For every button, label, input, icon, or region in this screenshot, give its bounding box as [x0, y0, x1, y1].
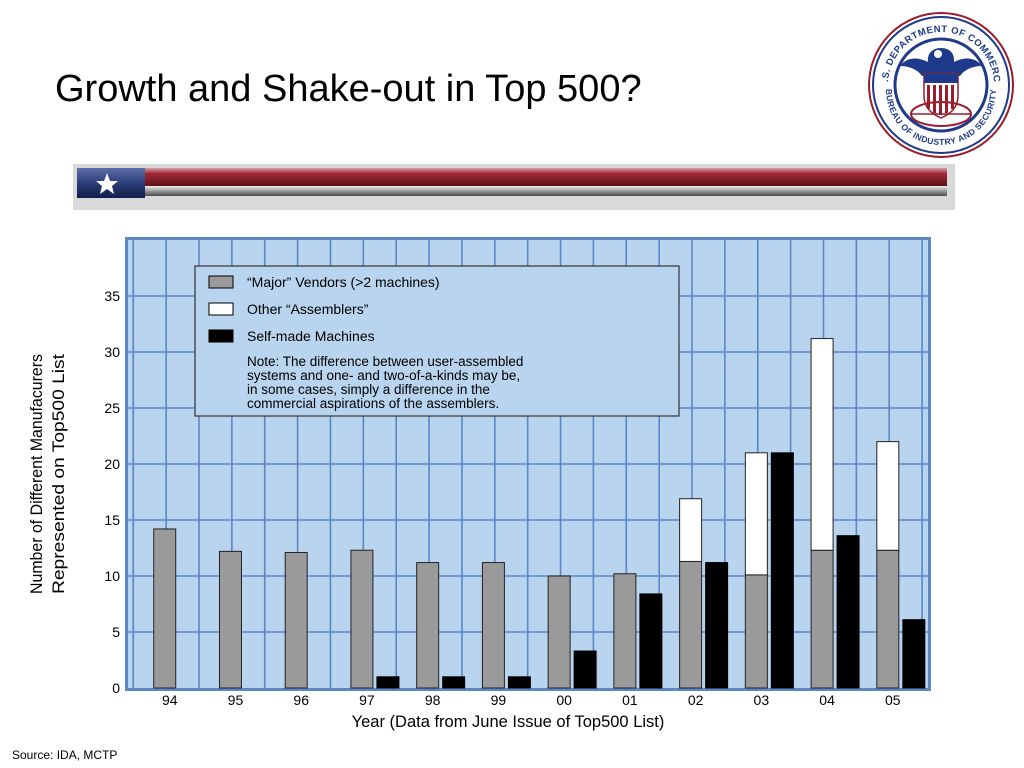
x-tick-label: 00 [556, 692, 572, 708]
bar-other-assemblers [876, 441, 900, 551]
bar-major-vendors [153, 528, 177, 689]
bar-self-made [376, 676, 400, 689]
y-tick-label: 25 [104, 400, 120, 416]
bar-major-vendors [547, 575, 571, 689]
globe-icon [910, 101, 972, 127]
page-title: Growth and Shake-out in Top 500? [55, 68, 642, 110]
bar-major-vendors [284, 551, 308, 689]
legend-note-line: Note: The difference between user-assemb… [247, 354, 523, 369]
legend-box [194, 265, 680, 417]
legend-label: “Major” Vendors (>2 machines) [247, 274, 440, 290]
legend-note-line: systems and one- and two-of-a-kinds may … [247, 368, 520, 383]
bar-major-vendors [810, 549, 834, 689]
bar-self-made [902, 619, 926, 689]
star-icon [96, 173, 118, 194]
bar-major-vendors [350, 549, 374, 689]
legend-note-line: commercial aspirations of the assemblers… [247, 396, 499, 411]
legend-note-line: in some cases, simply a difference in th… [247, 382, 490, 397]
x-tick-label: 01 [622, 692, 638, 708]
x-tick-label: 03 [754, 692, 770, 708]
legend-label: Other “Assemblers” [247, 301, 369, 317]
legend-label: Self-made Machines [247, 328, 375, 344]
bar-other-assemblers [679, 498, 703, 562]
x-tick-label: 96 [293, 692, 309, 708]
y-axis-title-line: Represented on Top500 List [49, 354, 68, 594]
bar-self-made [573, 650, 597, 689]
y-tick-label: 20 [104, 456, 120, 472]
bar-major-vendors [679, 560, 703, 689]
eagle-icon [900, 48, 982, 76]
legend-swatch [208, 275, 234, 289]
flag-banner [73, 164, 955, 210]
x-tick-label: 97 [359, 692, 375, 708]
source-note: Source: IDA, MCTP [12, 748, 118, 762]
legend-swatch [208, 329, 234, 343]
bar-self-made [705, 562, 729, 689]
bar-major-vendors [218, 550, 242, 689]
y-tick-label: 30 [104, 344, 120, 360]
bar-major-vendors [481, 562, 505, 689]
bar-major-vendors [416, 562, 440, 689]
legend-swatch [208, 302, 234, 316]
x-axis-title: Year (Data from June Issue of Top500 Lis… [352, 713, 665, 731]
x-tick-label: 04 [819, 692, 835, 708]
bar-self-made [507, 676, 531, 689]
bar-self-made [836, 535, 860, 689]
bar-self-made [770, 452, 794, 689]
x-tick-label: 99 [491, 692, 507, 708]
bar-self-made [639, 593, 663, 689]
x-tick-label: 02 [688, 692, 704, 708]
bar-major-vendors [876, 549, 900, 689]
bar-other-assemblers [744, 452, 768, 576]
commerce-seal-logo: U.S. DEPARTMENT OF COMMERCE BUREAU OF IN… [866, 10, 1014, 158]
bar-other-assemblers [810, 338, 834, 551]
y-tick-label: 35 [104, 288, 120, 304]
y-tick-label: 0 [112, 680, 120, 696]
y-axis-title-line: Number of Different Manufacurers [27, 354, 46, 594]
x-tick-label: 95 [228, 692, 244, 708]
bar-major-vendors [613, 573, 637, 689]
bar-self-made [442, 676, 466, 689]
y-tick-label: 5 [112, 624, 120, 640]
x-tick-label: 94 [162, 692, 178, 708]
x-tick-label: 98 [425, 692, 441, 708]
bar-major-vendors [744, 574, 768, 689]
y-tick-label: 10 [104, 568, 120, 584]
y-tick-label: 15 [104, 512, 120, 528]
x-tick-label: 05 [885, 692, 901, 708]
